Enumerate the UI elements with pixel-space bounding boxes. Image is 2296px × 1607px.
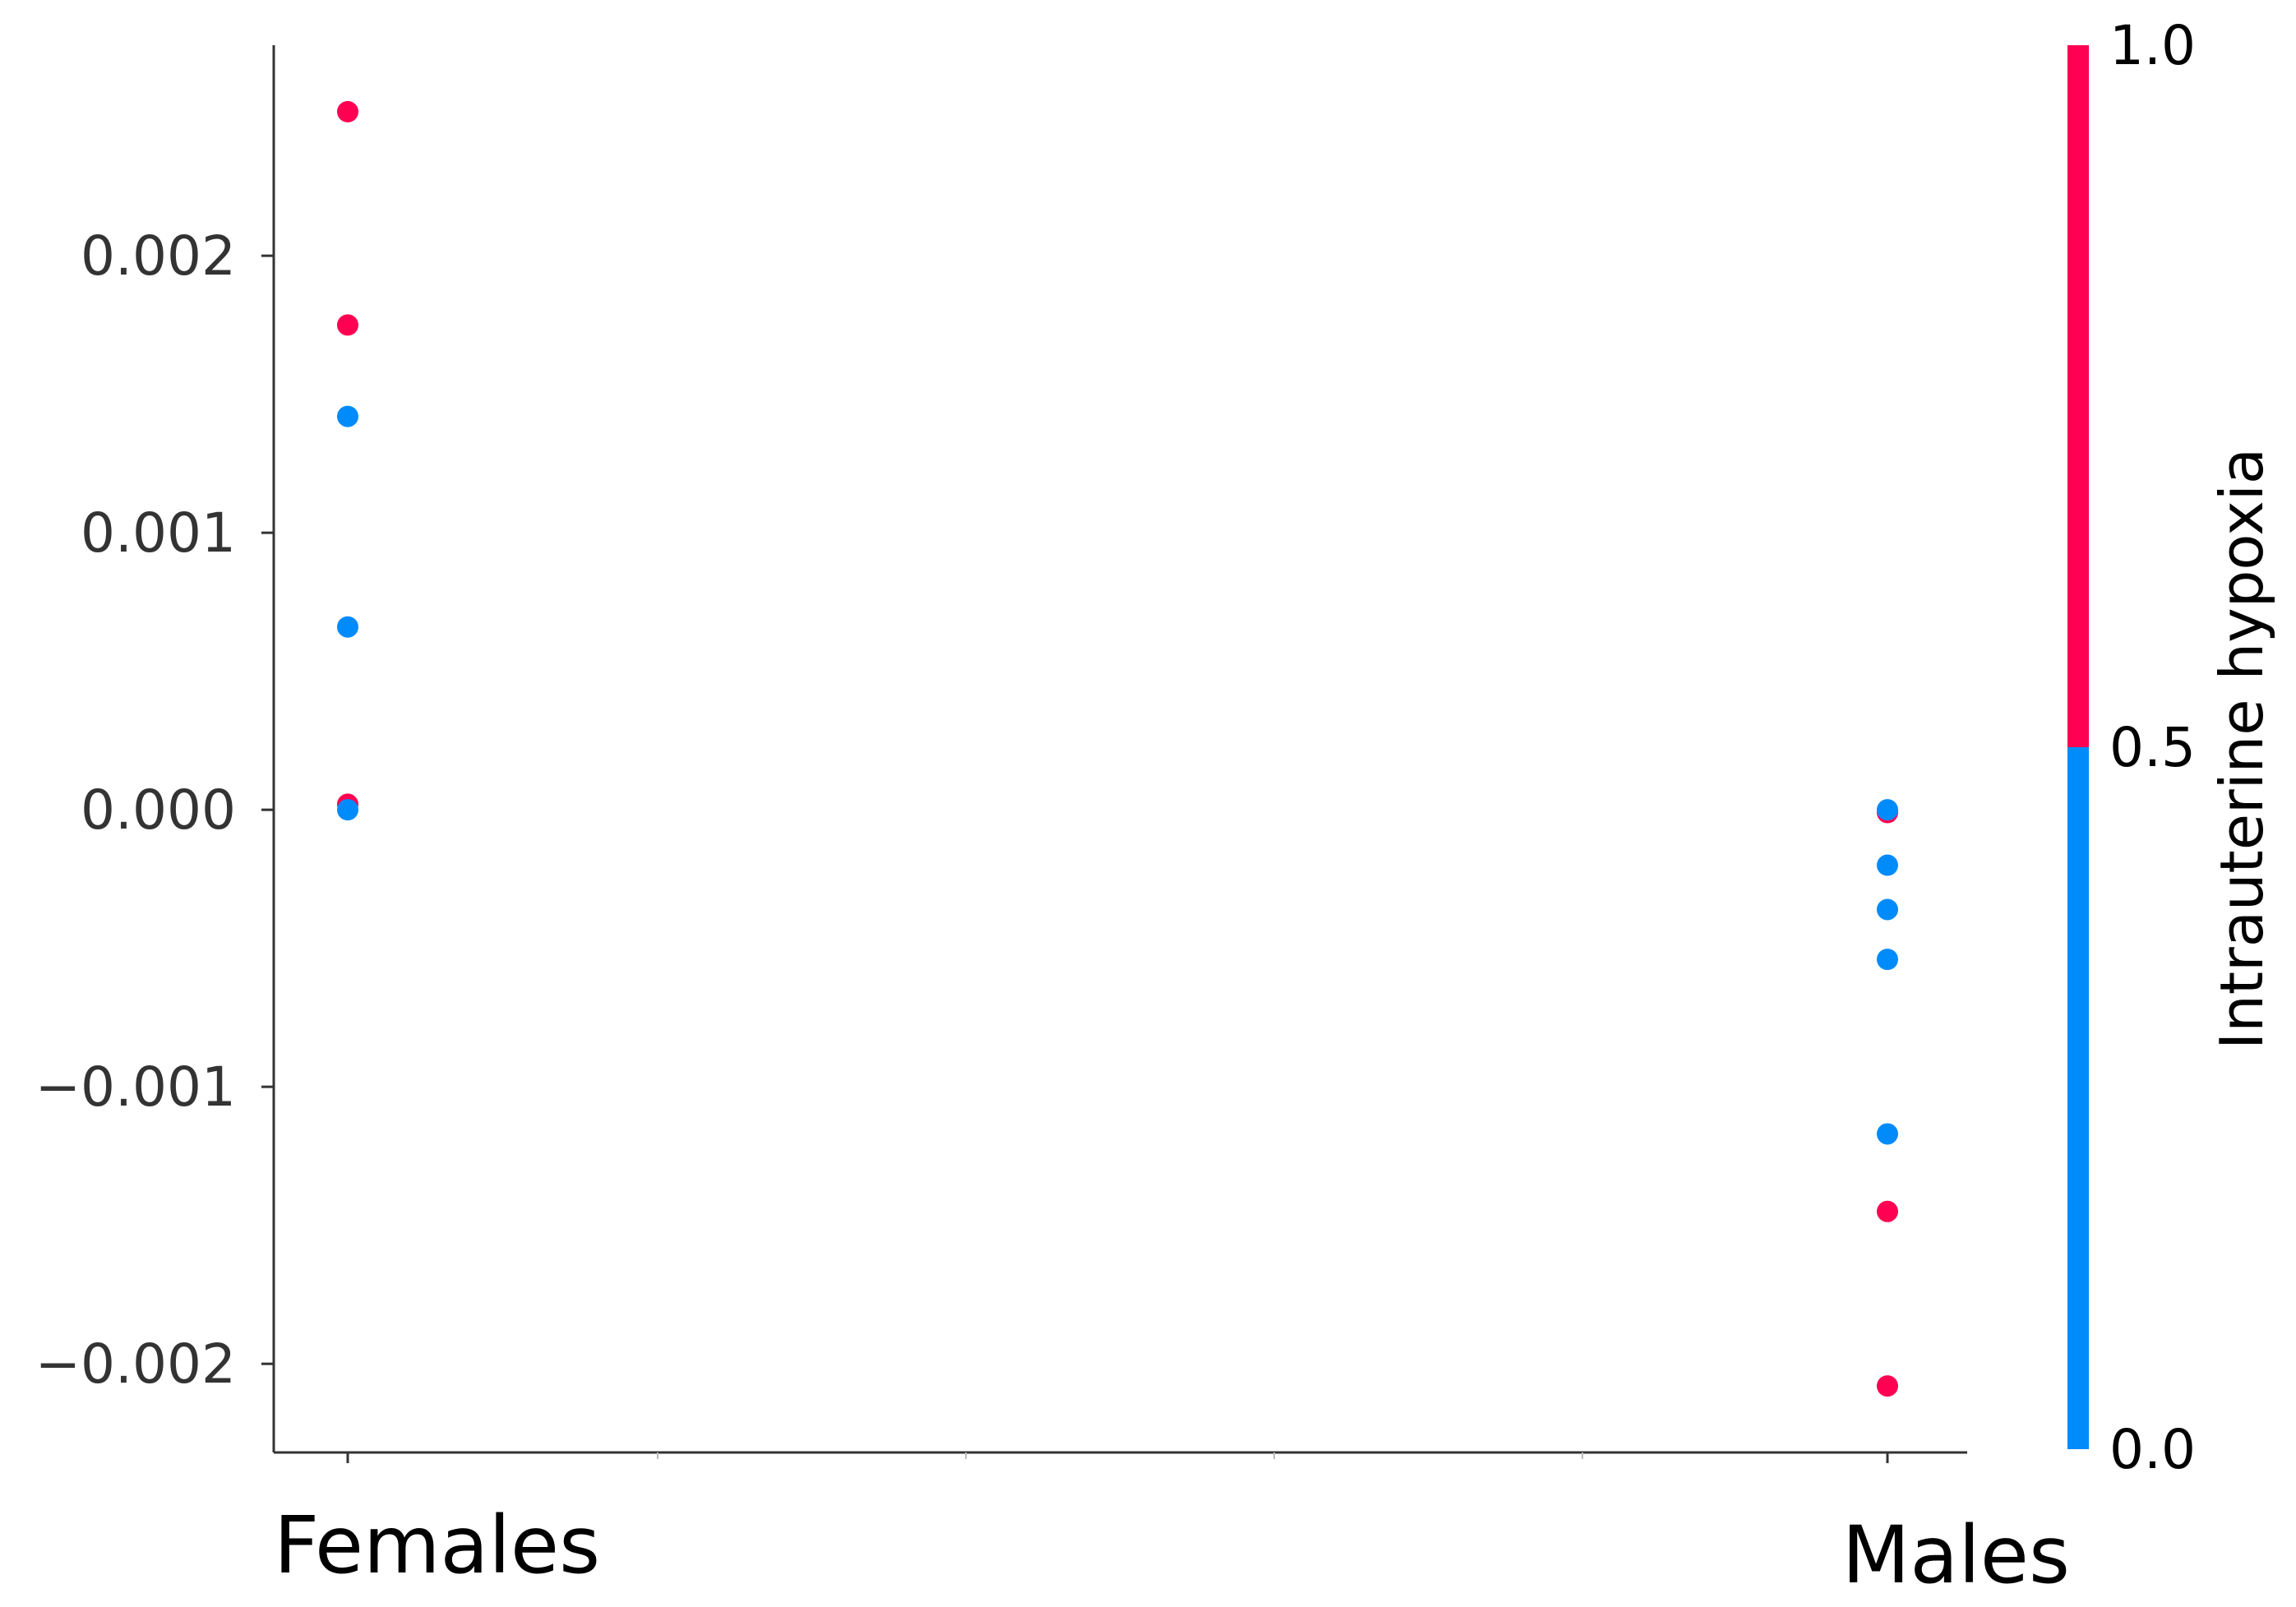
scatter-point <box>337 405 358 427</box>
colorbar: 1.0 0.5 0.0 Intrauterine hypoxia <box>2067 14 2276 1481</box>
scatter-point <box>337 314 358 336</box>
scatter-point <box>337 799 358 821</box>
y-tick-label: 0.002 <box>81 224 236 288</box>
colorbar-title: Intrauterine hypoxia <box>2207 448 2276 1050</box>
scatter-point <box>337 616 358 638</box>
scatter-point <box>1877 898 1898 921</box>
colorbar-ticks: 1.0 0.5 0.0 <box>2109 14 2196 1481</box>
y-tick-label: −0.002 <box>35 1332 236 1396</box>
colorbar-low-segment <box>2067 747 2089 1449</box>
scatter-point <box>337 100 358 122</box>
y-ticks: 0.002 0.001 0.000 −0.001 −0.002 <box>35 224 274 1396</box>
scatter-point <box>1877 1200 1898 1222</box>
scatter-point <box>1877 1123 1898 1145</box>
x-category-labels: Females Males <box>274 1452 2070 1601</box>
y-tick-label: 0.000 <box>81 778 236 842</box>
scatter-point <box>1877 1375 1898 1397</box>
y-tick-label: 0.001 <box>81 501 236 565</box>
scatter-point <box>1877 799 1898 821</box>
scatter-point <box>1877 949 1898 971</box>
colorbar-tick-label: 0.5 <box>2109 716 2196 779</box>
x-minor-ticks <box>657 1452 1583 1459</box>
x-category-label: Males <box>1842 1509 2070 1601</box>
colorbar-tick-label: 0.0 <box>2109 1418 2196 1481</box>
plot-axes <box>272 45 1967 1459</box>
scatter-points <box>337 100 1898 1397</box>
y-tick-label: −0.001 <box>35 1055 236 1119</box>
colorbar-tick-label: 1.0 <box>2109 14 2196 77</box>
x-category-label: Females <box>274 1499 600 1591</box>
colorbar-high-segment <box>2067 45 2089 747</box>
scatter-point <box>1877 854 1898 876</box>
